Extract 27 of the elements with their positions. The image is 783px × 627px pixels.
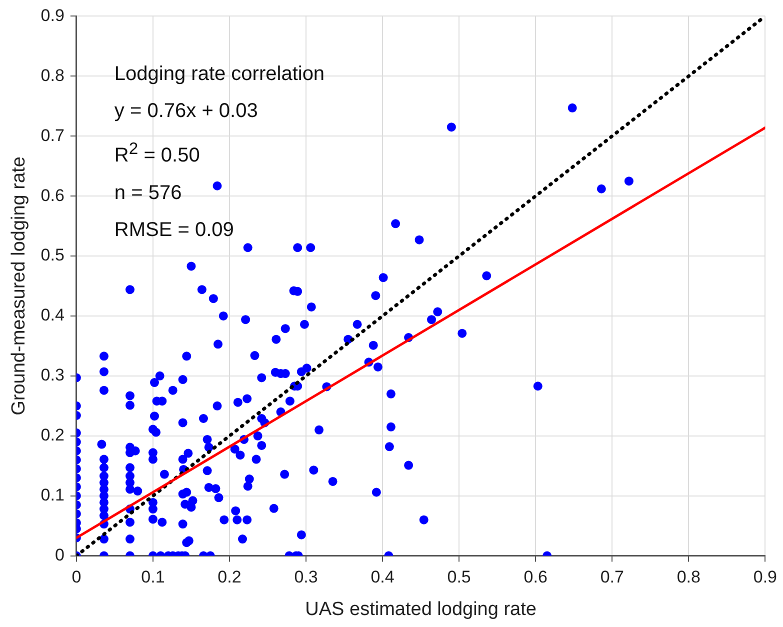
x-tick-label: 0.1 <box>141 568 165 587</box>
y-tick-label: 0.1 <box>40 486 64 505</box>
y-tick-label: 0.5 <box>40 246 64 265</box>
y-axis-title: Ground-measured lodging rate <box>8 156 30 416</box>
y-tick-label: 0.8 <box>40 66 64 85</box>
x-axis-title: UAS estimated lodging rate <box>305 598 536 620</box>
x-tick-label: 0.9 <box>753 568 778 587</box>
annotation: R$^{2}$ = 0.50 <box>114 138 201 169</box>
annotation: Lodging rate correlation <box>114 62 325 88</box>
x-tick-label: 0.7 <box>600 568 624 587</box>
y-tick-label: 0.6 <box>40 186 64 205</box>
annotation: y = 0.76x + 0.03 <box>114 99 259 124</box>
y-tick-label: 0.9 <box>40 6 64 25</box>
x-tick-label: 0.8 <box>676 568 700 587</box>
annotation: n = 576 <box>114 180 183 206</box>
x-tick-label: 0.5 <box>447 568 471 587</box>
y-tick-label: 0.3 <box>40 366 64 385</box>
x-tick-label: 0 <box>72 568 82 587</box>
x-tick-label: 0.4 <box>370 568 394 587</box>
x-tick-label: 0.6 <box>524 568 548 587</box>
x-tick-label: 0.3 <box>294 568 318 587</box>
y-tick-label: 0.4 <box>40 306 64 325</box>
x-tick-label: 0.2 <box>218 568 242 587</box>
annotation: RMSE = 0.09 <box>114 218 235 243</box>
y-tick-label: 0.2 <box>40 426 64 445</box>
y-tick-label: 0 <box>54 545 64 564</box>
y-tick-label: 0.7 <box>40 126 64 145</box>
